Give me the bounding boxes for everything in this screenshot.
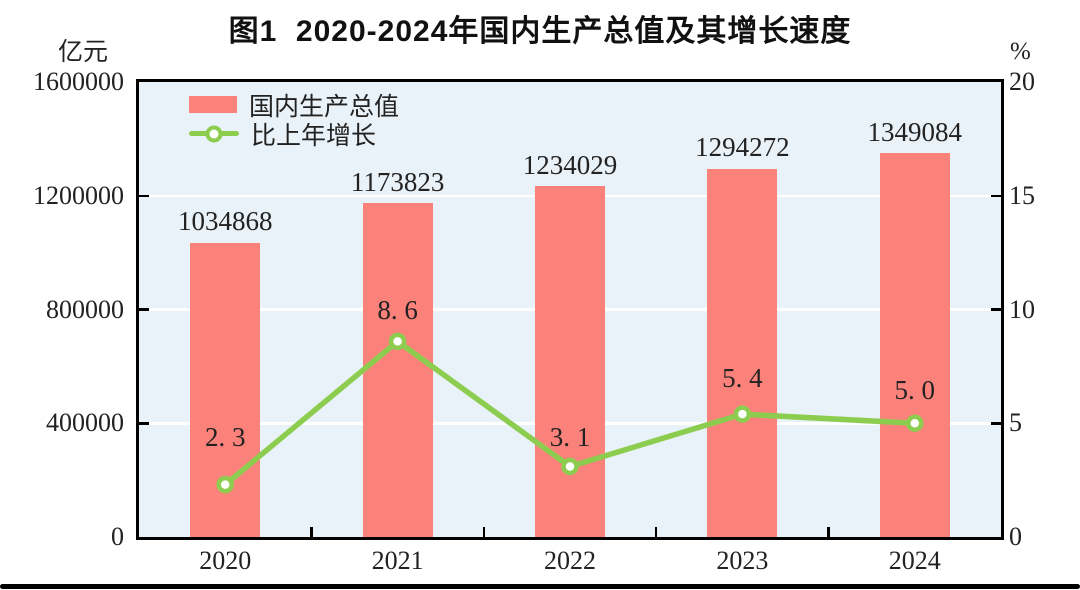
- gdp-bar-value-label: 1294272: [695, 132, 790, 163]
- x-axis-category-label: 2021: [371, 546, 424, 575]
- right-axis-unit: %: [1010, 38, 1031, 65]
- growth-value-label: 5. 0: [894, 374, 936, 405]
- right-axis-tick: [991, 194, 1001, 197]
- gdp-bar-value-label: 1173823: [350, 166, 445, 197]
- growth-legend-marker-icon: [205, 125, 223, 142]
- chart-title: 图1 2020-2024年国内生产总值及其增长速度: [228, 15, 852, 48]
- right-axis-tick-label: 0: [1009, 522, 1022, 551]
- right-axis-tick-label: 15: [1009, 180, 1035, 210]
- gdp-legend-label: 国内生产总值: [249, 93, 400, 121]
- plot-area: 国内生产总值 比上年增长 1034868 1173823 1234029 129427…: [136, 79, 1004, 540]
- left-axis-tick-label: 800000: [46, 294, 124, 324]
- right-axis-tick-label: 5: [1009, 408, 1022, 438]
- growth-legend-label: 比上年增长: [251, 122, 377, 150]
- growth-marker-icon: [561, 457, 579, 476]
- gdp-legend-swatch: [189, 96, 237, 113]
- gdp-bar: [707, 168, 778, 537]
- growth-value-label: 5. 4: [722, 362, 763, 393]
- left-axis-tick-label: 400000: [46, 408, 124, 438]
- growth-legend-swatch: [189, 125, 239, 142]
- x-axis-tick: [482, 527, 486, 537]
- left-axis-tick: [139, 194, 149, 197]
- growth-marker-icon: [388, 332, 407, 351]
- left-axis-unit: 亿元: [58, 39, 109, 66]
- x-axis-category-label: 2020: [199, 546, 252, 575]
- page-bottom-rule: [0, 584, 1080, 589]
- growth-marker-icon: [216, 475, 234, 494]
- right-axis-tick-label: 10: [1009, 294, 1035, 324]
- right-axis-tick: [991, 308, 1001, 311]
- left-axis-tick: [139, 422, 149, 425]
- left-axis-tick-label: 0: [111, 522, 124, 551]
- growth-value-label: 2. 3: [204, 422, 246, 453]
- x-axis-tick: [654, 527, 658, 537]
- legend-item-growth: 比上年增长: [189, 119, 399, 150]
- legend-item-gdp: 国内生产总值: [189, 90, 399, 121]
- x-axis-category-label: 2024: [888, 546, 941, 575]
- x-axis-category-label: 2023: [716, 546, 769, 575]
- right-axis-tick: [991, 422, 1001, 425]
- left-axis-tick-label: 1600000: [33, 67, 124, 96]
- growth-marker-icon: [733, 405, 752, 423]
- gdp-bar-value-label: 1234029: [522, 149, 618, 180]
- growth-value-label: 8. 6: [377, 294, 418, 325]
- left-axis-tick-label: 1200000: [33, 180, 124, 210]
- legend: 国内生产总值 比上年增长: [189, 90, 399, 150]
- gdp-bar-value-label: 1034868: [177, 206, 273, 237]
- growth-marker-icon: [906, 414, 924, 432]
- growth-line-chart: [216, 332, 924, 494]
- x-axis-tick: [827, 527, 830, 537]
- gdp-bar: [879, 153, 950, 537]
- x-axis-tick: [310, 527, 313, 537]
- gdp-bar: [362, 203, 433, 537]
- left-axis-tick: [139, 308, 149, 311]
- x-axis-category-label: 2022: [544, 546, 596, 575]
- gdp-bar-value-label: 1349084: [867, 116, 963, 147]
- right-axis-tick-label: 20: [1009, 67, 1035, 96]
- gdp-bar: [535, 186, 605, 537]
- growth-value-label: 3. 1: [549, 421, 591, 452]
